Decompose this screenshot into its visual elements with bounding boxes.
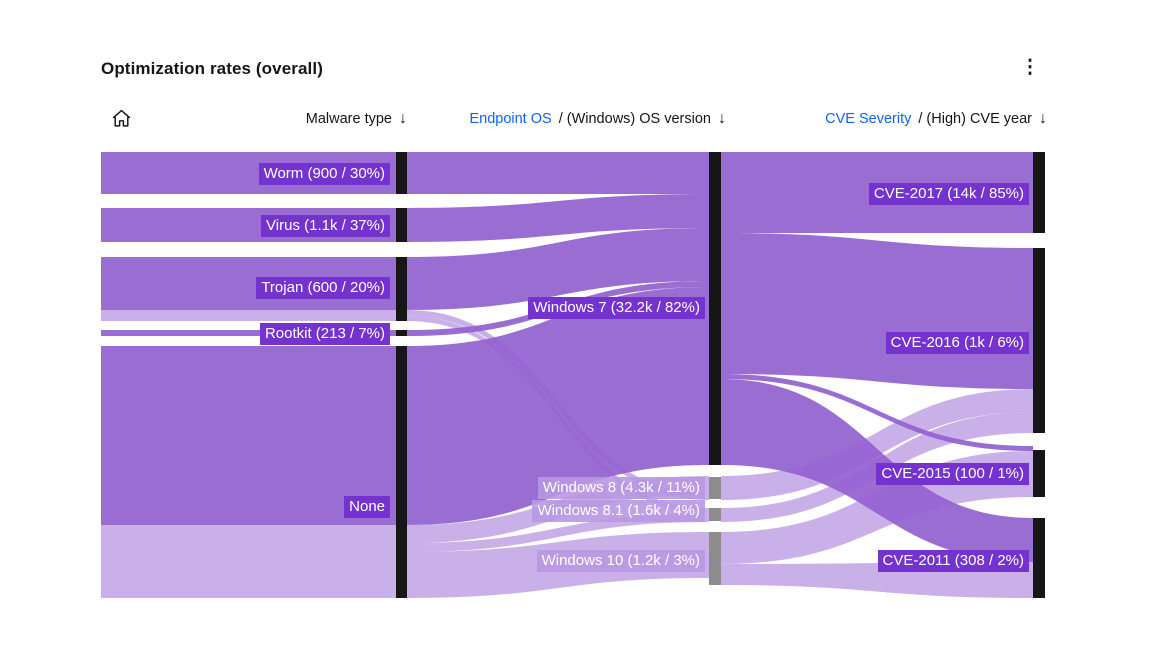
sankey-flow[interactable] — [101, 346, 407, 525]
node-label-cve2015[interactable]: CVE-2015 (100 / 1%) — [876, 463, 1029, 485]
sankey-node-win10[interactable] — [709, 532, 721, 585]
sankey-node-rootkit[interactable] — [396, 330, 407, 336]
sankey-node-win81[interactable] — [709, 508, 721, 521]
sankey-node-cve2015[interactable] — [1033, 450, 1045, 497]
sankey-node-virus[interactable] — [396, 208, 407, 242]
node-label-win7[interactable]: Windows 7 (32.2k / 82%) — [528, 297, 705, 319]
cve-severity-link[interactable]: CVE Severity — [825, 111, 912, 127]
sankey-flow[interactable] — [407, 316, 709, 513]
sankey-flow[interactable] — [407, 310, 709, 500]
node-label-trojan[interactable]: Trojan (600 / 20%) — [256, 277, 390, 299]
header-label: / (Windows) OS version — [558, 111, 711, 127]
column-header-malware-type[interactable]: Malware type ↓ — [306, 110, 407, 128]
sankey-node-trojan[interactable] — [396, 257, 407, 321]
node-label-win8[interactable]: Windows 8 (4.3k / 11%) — [537, 477, 705, 499]
column-header-cve-year[interactable]: CVE Severity / (High) CVE year ↓ — [825, 110, 1047, 128]
sankey-flow[interactable] — [407, 228, 709, 310]
column-header-os-version[interactable]: Endpoint OS / (Windows) OS version ↓ — [469, 110, 726, 128]
header-label: / (High) CVE year — [918, 111, 1032, 127]
sankey-flow[interactable] — [101, 525, 407, 598]
node-label-virus[interactable]: Virus (1.1k / 37%) — [261, 215, 390, 237]
home-icon[interactable] — [111, 108, 132, 129]
sankey-flow[interactable] — [721, 233, 1033, 389]
node-label-none[interactable]: None — [344, 496, 390, 518]
sankey-flow[interactable] — [407, 152, 709, 194]
sankey-node-win7[interactable] — [709, 152, 721, 465]
sankey-flow[interactable] — [407, 513, 709, 552]
home-icon-glyph — [112, 109, 131, 127]
sankey-node-cve2011[interactable] — [1033, 518, 1045, 598]
sankey-node-cve2017[interactable] — [1033, 152, 1045, 233]
sort-descending-icon[interactable]: ↓ — [1039, 110, 1047, 127]
node-label-cve2017[interactable]: CVE-2017 (14k / 85%) — [868, 183, 1029, 205]
sankey-node-worm[interactable] — [396, 152, 407, 194]
sankey-node-cve2016[interactable] — [1033, 248, 1045, 433]
node-label-cve2011[interactable]: CVE-2011 (308 / 2%) — [877, 550, 1029, 572]
node-label-cve2016[interactable]: CVE-2016 (1k / 6%) — [885, 332, 1029, 354]
sankey-flow[interactable] — [721, 374, 1033, 451]
overflow-menu-icon[interactable]: ⋮ — [1020, 57, 1040, 78]
node-label-win10[interactable]: Windows 10 (1.2k / 3%) — [536, 550, 705, 572]
sankey-flow[interactable] — [721, 389, 1033, 500]
sankey-flow[interactable] — [407, 194, 709, 242]
sankey-node-none[interactable] — [396, 346, 407, 598]
node-label-win81[interactable]: Windows 8.1 (1.6k / 4%) — [532, 500, 705, 522]
node-label-worm[interactable]: Worm (900 / 30%) — [258, 163, 390, 185]
node-label-rootkit[interactable]: Rootkit (213 / 7%) — [259, 323, 390, 345]
page-title: Optimization rates (overall) — [101, 59, 323, 78]
sort-descending-icon[interactable]: ↓ — [718, 110, 726, 127]
sort-descending-icon[interactable]: ↓ — [399, 110, 407, 127]
endpoint-os-link[interactable]: Endpoint OS — [469, 111, 552, 127]
sankey-node-win8[interactable] — [709, 477, 721, 499]
sankey-flow[interactable] — [101, 310, 407, 321]
header-label: Malware type — [305, 111, 392, 127]
